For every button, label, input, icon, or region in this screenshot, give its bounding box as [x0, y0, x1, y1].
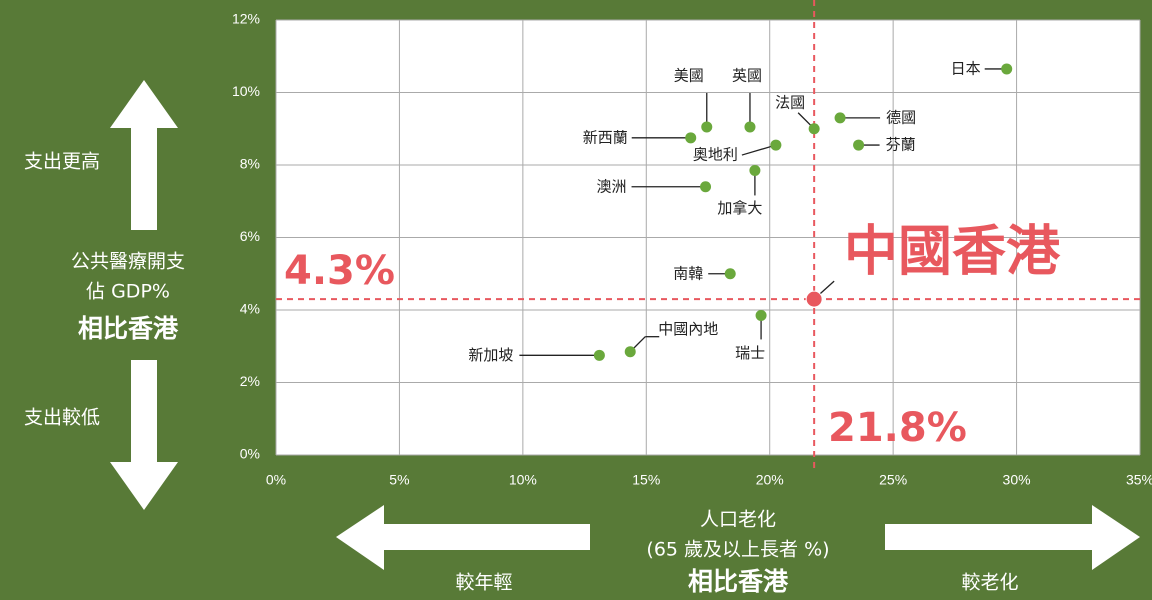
y-higher: 支出更高	[24, 151, 100, 173]
down-arrow	[110, 360, 178, 510]
point	[593, 349, 605, 361]
point	[808, 123, 820, 135]
x-tick-label: 10%	[509, 472, 537, 488]
leader-line	[741, 144, 777, 156]
y-tick-label: 0%	[240, 446, 260, 462]
x-compare: 相比香港	[688, 567, 789, 596]
point	[853, 139, 865, 151]
point	[700, 181, 712, 193]
x-title: (65 歲及以上長者 %)	[646, 539, 829, 561]
point	[755, 309, 767, 321]
point-label: 瑞士	[735, 344, 765, 362]
right-arrow	[885, 505, 1140, 570]
up-arrow	[110, 80, 178, 230]
y-lower: 支出較低	[24, 407, 100, 429]
point-label: 新加坡	[468, 346, 513, 364]
point	[744, 121, 756, 133]
point	[770, 139, 782, 151]
y-tick-label: 6%	[240, 228, 260, 244]
x-tick-label: 15%	[632, 472, 660, 488]
point-label: 美國	[674, 66, 704, 84]
point-label: 加拿大	[717, 199, 762, 217]
point	[724, 268, 736, 280]
y-tick-label: 2%	[240, 373, 260, 389]
point	[834, 112, 846, 124]
x-tick-label: 5%	[389, 472, 409, 488]
y-title: 佔 GDP%	[86, 281, 170, 303]
x-title: 人口老化	[700, 509, 776, 531]
point	[1001, 63, 1013, 75]
x-tick-label: 0%	[266, 472, 286, 488]
point-label: 新西蘭	[583, 128, 628, 146]
point-label: 法國	[775, 93, 805, 111]
point	[701, 121, 713, 133]
point	[685, 132, 697, 144]
highlight-point	[805, 290, 823, 308]
y-tick-label: 4%	[240, 301, 260, 317]
point-label: 日本	[951, 59, 981, 77]
point	[624, 346, 636, 358]
point	[749, 164, 761, 176]
highlight-x-label: 21.8%	[828, 405, 967, 451]
x-tick-label: 30%	[1003, 472, 1031, 488]
left-arrow	[336, 505, 590, 570]
x-older: 較老化	[961, 572, 1018, 594]
point-label: 奧地利	[693, 146, 738, 164]
y-tick-label: 12%	[232, 11, 260, 27]
x-younger: 較年輕	[455, 572, 512, 594]
y-compare: 相比香港	[78, 314, 179, 343]
point-label: 中國內地	[658, 320, 718, 338]
point-label: 澳洲	[597, 177, 627, 195]
point-label: 德國	[886, 108, 916, 126]
x-tick-label: 35%	[1126, 472, 1152, 488]
highlight-y-label: 4.3%	[284, 248, 395, 294]
point-label: 芬蘭	[886, 136, 916, 154]
y-tick-label: 10%	[232, 83, 260, 99]
point-label: 英國	[732, 66, 762, 84]
x-tick-label: 20%	[756, 472, 784, 488]
point-label: 南韓	[673, 264, 703, 282]
y-tick-label: 8%	[240, 156, 260, 172]
y-title: 公共醫療開支	[71, 251, 185, 273]
x-tick-label: 25%	[879, 472, 907, 488]
highlight-label: 中國香港	[844, 220, 1061, 283]
